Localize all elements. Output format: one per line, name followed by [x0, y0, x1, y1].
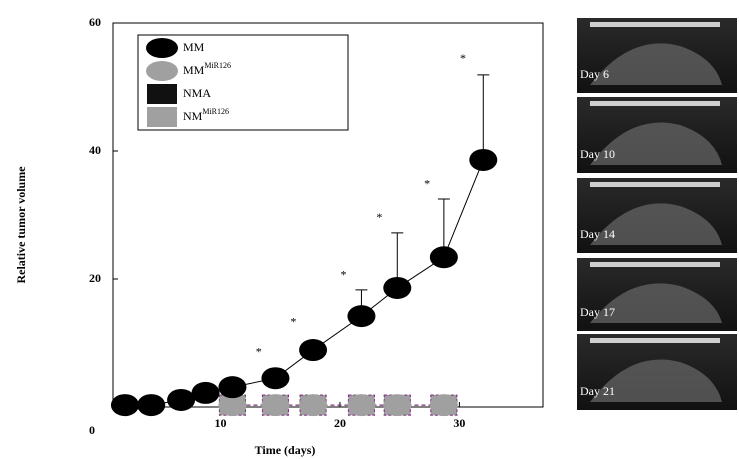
marker: [191, 381, 220, 404]
legend-sup: MiR126: [202, 107, 229, 116]
legend-name: MM: [183, 40, 205, 54]
x-axis-label: Time (days): [255, 443, 316, 457]
marker: [469, 148, 498, 171]
marker: [261, 367, 290, 390]
marker: [218, 376, 247, 399]
probe-band: [590, 101, 720, 106]
marker: [383, 394, 412, 417]
day-label: Day 17: [580, 305, 615, 319]
probe-band: [590, 338, 720, 343]
y-tick-label: 40: [89, 143, 101, 157]
legend-label: NMA: [183, 86, 211, 100]
significance-mark: *: [424, 177, 430, 191]
day-label: Day 10: [580, 147, 615, 161]
legend-swatch: [147, 107, 177, 127]
marker: [299, 394, 328, 417]
x-tick-label: 20: [334, 416, 346, 430]
legend-label: MMMiR126: [183, 61, 231, 77]
legend-swatch: [147, 84, 177, 104]
y-tick-label: 60: [89, 15, 101, 29]
ultrasound-panels: Day 6 Day 10 Day 14 Day 17 Day 21: [577, 18, 737, 410]
tissue: [590, 283, 722, 323]
marker: [218, 394, 247, 417]
x-tick-label: 30: [453, 416, 465, 430]
y-tick-label: 20: [89, 271, 101, 285]
marker: [137, 394, 166, 417]
legend-swatch: [146, 61, 178, 81]
marker: [347, 305, 376, 328]
plot-frame: [112, 22, 544, 408]
tissue: [590, 359, 722, 402]
tissue: [590, 122, 722, 165]
marker: [110, 394, 139, 417]
legend-label: MM: [183, 40, 205, 54]
marker: [347, 394, 376, 417]
y-tick-label: 0: [89, 423, 95, 437]
day-label: Day 6: [580, 67, 609, 81]
legend-swatch: [146, 38, 178, 58]
probe-band: [590, 22, 720, 27]
significance-mark: *: [460, 51, 466, 65]
marker: [383, 276, 412, 299]
legend-name: MM: [183, 63, 205, 77]
legend-sup: MiR126: [204, 61, 231, 70]
marker: [429, 394, 458, 417]
y-axis-label: Relative tumor volume: [14, 166, 28, 284]
legend-label: NMMiR126: [183, 107, 229, 123]
day-label: Day 14: [580, 227, 615, 241]
significance-mark: *: [256, 344, 262, 358]
tissue: [590, 203, 722, 245]
legend-name: NM: [183, 109, 203, 123]
tissue: [590, 43, 722, 85]
day-label: Day 21: [580, 384, 615, 398]
significance-mark: *: [290, 314, 296, 328]
series-line: [124, 159, 484, 406]
significance-mark: *: [341, 268, 347, 282]
significance-mark: *: [376, 210, 382, 224]
marker: [261, 394, 290, 417]
error-bar: [477, 74, 490, 160]
x-tick-label: 10: [215, 416, 227, 430]
marker: [429, 246, 458, 269]
marker: [167, 388, 196, 411]
probe-band: [590, 262, 720, 267]
legend-name: NMA: [183, 86, 211, 100]
probe-band: [590, 182, 720, 187]
marker: [299, 339, 328, 362]
